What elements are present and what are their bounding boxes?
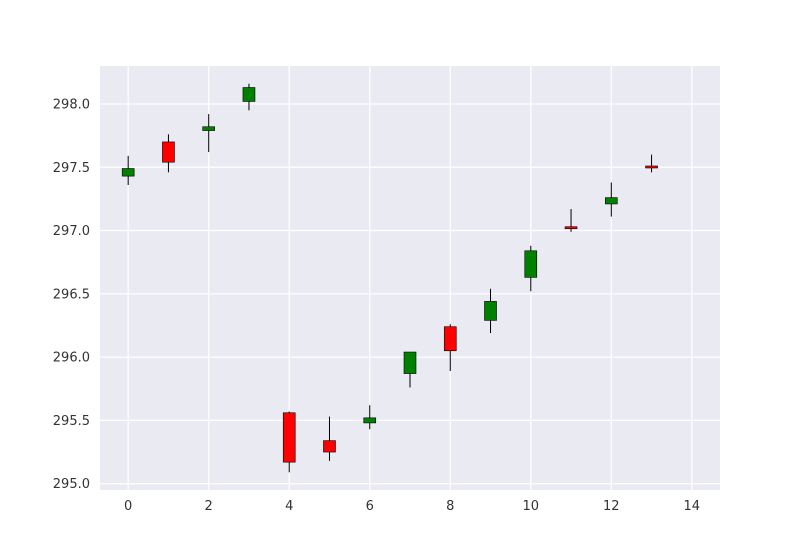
candle-body bbox=[645, 165, 658, 169]
candle bbox=[121, 155, 135, 185]
candle bbox=[484, 288, 497, 334]
x-tick-label: 14 bbox=[684, 499, 701, 514]
candle bbox=[403, 351, 417, 388]
y-tick-label: 295.5 bbox=[53, 414, 90, 429]
candle-body bbox=[162, 141, 175, 163]
y-tick-labels: 295.0 295.5 296.0 296.5 297.0 297.5 298.0 bbox=[53, 97, 90, 492]
x-tick-label: 2 bbox=[205, 499, 213, 514]
candle bbox=[282, 411, 296, 473]
candle-body bbox=[323, 440, 336, 453]
candle bbox=[323, 416, 336, 461]
x-tick-label: 8 bbox=[446, 499, 454, 514]
y-tick-label: 297.5 bbox=[53, 161, 90, 176]
y-tick-label: 297.0 bbox=[53, 224, 90, 239]
plot-background bbox=[100, 66, 720, 490]
candle-body bbox=[564, 226, 578, 230]
x-tick-label: 12 bbox=[603, 499, 620, 514]
y-gridlines bbox=[100, 103, 720, 485]
candles bbox=[121, 83, 658, 473]
y-tick-label: 296.0 bbox=[53, 351, 90, 366]
candle bbox=[524, 245, 538, 292]
candle-body bbox=[443, 326, 457, 352]
candle-body bbox=[242, 87, 256, 102]
candle bbox=[604, 182, 618, 217]
candle-body bbox=[524, 250, 538, 278]
candle-body bbox=[282, 412, 296, 463]
candle-body bbox=[363, 417, 377, 424]
candle bbox=[645, 154, 658, 173]
x-tick-label: 10 bbox=[523, 499, 540, 514]
candle-body bbox=[121, 168, 135, 177]
x-tick-label: 6 bbox=[366, 499, 374, 514]
y-tick-label: 298.0 bbox=[53, 97, 90, 112]
candle bbox=[363, 405, 377, 430]
candle bbox=[202, 114, 216, 153]
x-tick-label: 0 bbox=[124, 499, 132, 514]
candle bbox=[443, 324, 457, 372]
y-tick-label: 295.0 bbox=[53, 477, 90, 492]
candle bbox=[162, 134, 175, 173]
candle-body bbox=[604, 197, 618, 205]
candle bbox=[564, 209, 578, 232]
candle bbox=[242, 83, 256, 111]
x-tick-label: 4 bbox=[285, 499, 293, 514]
candle-body bbox=[202, 126, 216, 131]
y-tick-label: 296.5 bbox=[53, 287, 90, 302]
candle-body bbox=[403, 351, 417, 374]
candle-body bbox=[484, 301, 497, 321]
x-tick-labels: 0 2 4 6 8 10 12 14 bbox=[124, 499, 700, 514]
